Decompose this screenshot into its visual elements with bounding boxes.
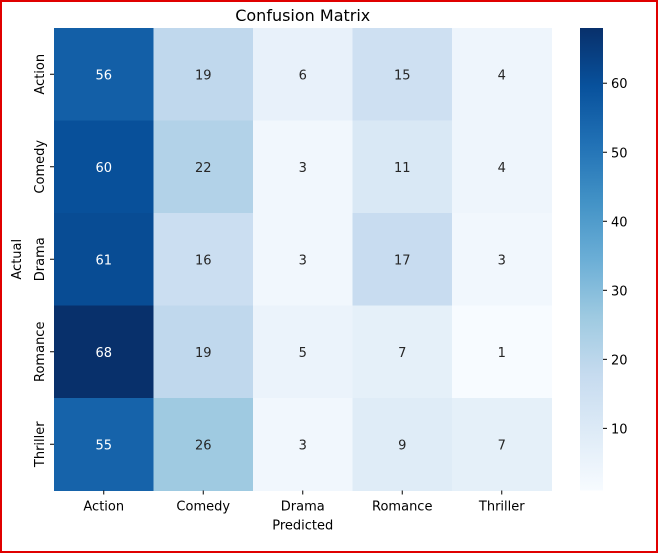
- y-tick-label: Romance: [33, 322, 48, 382]
- x-tick-label: Drama: [281, 500, 325, 515]
- heatmap-cell: [452, 213, 552, 306]
- heatmap-cell: [352, 120, 453, 214]
- cell-value-label: 3: [299, 161, 307, 176]
- heatmap-cell: [352, 28, 453, 121]
- x-axis-label: Predicted: [272, 519, 333, 534]
- heatmap-cell: [352, 398, 453, 491]
- x-axis-ticks: Action Comedy Drama Romance Thriller: [83, 490, 525, 515]
- y-tick-label: Action: [33, 54, 48, 95]
- colorbar-tick-label: 40: [611, 215, 628, 230]
- heatmap-cell: [253, 213, 353, 306]
- heatmap-cell: [54, 120, 154, 214]
- heatmap-cell: [153, 305, 254, 399]
- heatmap-cell: [153, 28, 254, 121]
- heatmap-cell: [452, 305, 552, 399]
- x-tick-label: Romance: [372, 500, 432, 515]
- colorbar-tick-label: 10: [611, 422, 628, 437]
- cell-value-label: 9: [398, 438, 406, 453]
- cell-value-label: 15: [394, 68, 411, 83]
- heatmap-cell: [452, 28, 552, 121]
- heatmap-cell: [153, 213, 254, 306]
- heatmap-cell: [352, 305, 453, 399]
- cell-value-label: 19: [195, 68, 212, 83]
- cell-value-label: 6: [299, 68, 307, 83]
- cell-value-label: 19: [195, 346, 212, 361]
- colorbar-gradient: [580, 28, 603, 491]
- heatmap-cells: 56 19 6 15 4 60 22 3 11 4 61 16 3 17 3 68 19 5 7 1 55 26 3 9 7: [54, 28, 552, 491]
- y-axis-ticks: Action Comedy Drama Romance Thriller: [33, 54, 54, 468]
- cell-value-label: 7: [498, 438, 506, 453]
- chart-title: Confusion Matrix: [235, 6, 370, 25]
- y-tick-label: Comedy: [33, 140, 48, 194]
- x-tick-label: Comedy: [176, 500, 230, 515]
- cell-value-label: 61: [95, 253, 112, 268]
- heatmap-cell: [253, 398, 353, 491]
- cell-value-label: 1: [498, 346, 506, 361]
- cell-value-label: 3: [299, 253, 307, 268]
- x-tick-label: Action: [83, 500, 124, 515]
- cell-value-label: 22: [195, 161, 212, 176]
- colorbar: 10 20 30 40 50 60: [580, 28, 628, 491]
- cell-value-label: 4: [498, 68, 506, 83]
- y-axis-label: Actual: [10, 239, 25, 280]
- cell-value-label: 60: [95, 161, 112, 176]
- colorbar-tick-label: 30: [611, 284, 628, 299]
- cell-value-label: 55: [95, 438, 112, 453]
- cell-value-label: 68: [95, 346, 112, 361]
- heatmap-cell: [153, 398, 254, 491]
- cell-value-label: 5: [299, 346, 307, 361]
- heatmap-cell: [452, 398, 552, 491]
- heatmap-cell: [54, 305, 154, 399]
- heatmap-cell: [54, 213, 154, 306]
- y-tick-label: Drama: [33, 237, 48, 281]
- cell-value-label: 4: [498, 161, 506, 176]
- heatmap-cell: [352, 213, 453, 306]
- x-tick-label: Thriller: [478, 500, 525, 515]
- cell-value-label: 3: [498, 253, 506, 268]
- cell-value-label: 16: [195, 253, 212, 268]
- heatmap-cell: [54, 28, 154, 121]
- colorbar-tick-label: 50: [611, 146, 628, 161]
- cell-value-label: 11: [394, 161, 411, 176]
- cell-value-label: 17: [394, 253, 411, 268]
- cell-value-label: 3: [299, 438, 307, 453]
- heatmap-cell: [253, 305, 353, 399]
- heatmap-cell: [253, 120, 353, 214]
- colorbar-tick-label: 20: [611, 353, 628, 368]
- cell-value-label: 26: [195, 438, 212, 453]
- heatmap-cell: [153, 120, 254, 214]
- cell-value-label: 56: [95, 68, 112, 83]
- cell-value-label: 7: [398, 346, 406, 361]
- colorbar-tick-label: 60: [611, 77, 628, 92]
- y-tick-label: Thriller: [33, 421, 48, 468]
- heatmap-cell: [253, 28, 353, 121]
- heatmap-cell: [54, 398, 154, 491]
- heatmap-cell: [452, 120, 552, 214]
